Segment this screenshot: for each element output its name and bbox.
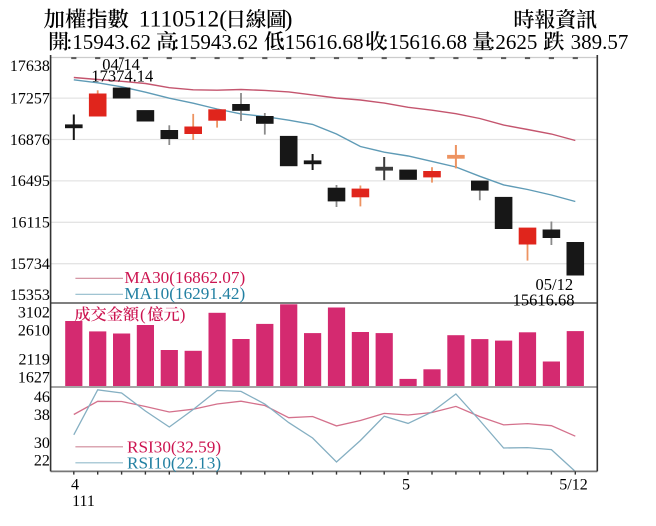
svg-text:17374.14: 17374.14: [91, 67, 153, 86]
svg-text:38: 38: [34, 407, 50, 424]
svg-text::15943.62: :15943.62: [66, 30, 151, 54]
svg-text:16876: 16876: [10, 132, 50, 149]
svg-text:MA10(16291.42): MA10(16291.42): [124, 284, 245, 303]
svg-text::15616.68: :15616.68: [383, 30, 468, 54]
svg-text:4: 4: [71, 476, 79, 493]
svg-text:(: (: [219, 7, 227, 33]
svg-text::2625: :2625: [490, 30, 538, 54]
svg-text:17257: 17257: [10, 90, 50, 107]
svg-text::15943.62: :15943.62: [174, 30, 259, 54]
svg-text:1110512: 1110512: [139, 7, 220, 33]
svg-text:46: 46: [34, 389, 50, 406]
svg-text:RSI30(32.59): RSI30(32.59): [127, 438, 221, 457]
svg-text:05/12: 05/12: [536, 275, 574, 294]
svg-text:30: 30: [34, 435, 50, 452]
svg-text:15734: 15734: [10, 256, 50, 273]
svg-text:1627: 1627: [18, 370, 50, 387]
svg-text:RSI10(22.13): RSI10(22.13): [127, 454, 221, 473]
svg-text:2119: 2119: [18, 352, 49, 369]
svg-text:2610: 2610: [18, 322, 50, 339]
svg-text:04/14: 04/14: [102, 55, 140, 74]
svg-text:3102: 3102: [18, 304, 50, 321]
svg-text:389.57: 389.57: [571, 30, 629, 54]
svg-text::15616.68: :15616.68: [279, 30, 364, 54]
svg-text:MA30(16862.07): MA30(16862.07): [124, 268, 245, 287]
svg-text:): ): [180, 305, 186, 324]
svg-text:): ): [285, 7, 293, 33]
svg-text:16115: 16115: [10, 215, 49, 232]
svg-text:5/12: 5/12: [559, 476, 587, 493]
svg-text:5: 5: [402, 476, 410, 493]
svg-text:17638: 17638: [10, 58, 50, 75]
svg-text:(: (: [140, 305, 146, 324]
svg-text:15616.68: 15616.68: [513, 290, 575, 309]
svg-text:15353: 15353: [10, 287, 50, 304]
svg-text:16495: 16495: [10, 173, 50, 190]
svg-text:111: 111: [72, 493, 95, 510]
svg-text:22: 22: [34, 453, 50, 470]
